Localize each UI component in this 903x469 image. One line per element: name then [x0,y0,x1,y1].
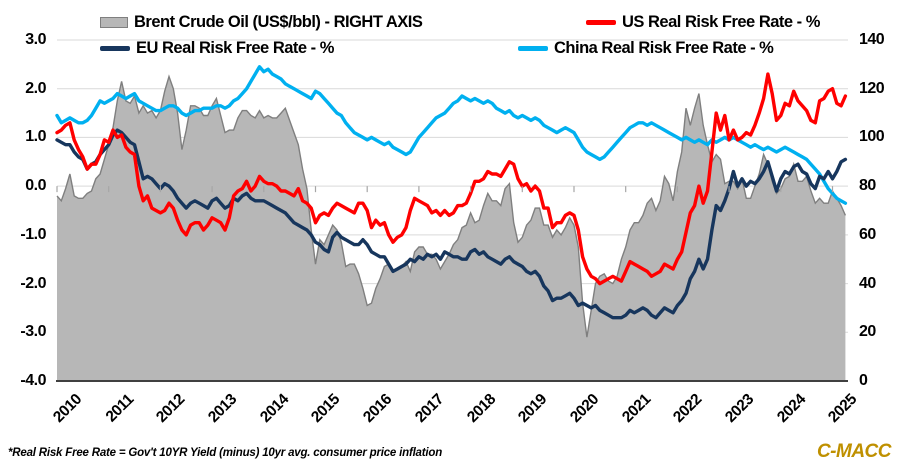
y-axis-right-label: 100 [859,128,885,146]
y-axis-left-label: -2.0 [20,274,46,292]
legend-label-eu: EU Real Risk Free Rate - % [136,39,334,57]
legend-entry-brent: Brent Crude Oil (US$/bbl) - RIGHT AXIS [100,13,423,31]
y-axis-right-label: 20 [859,323,876,341]
y-axis-left-label: 2.0 [25,79,46,97]
y-axis-left-label: 3.0 [25,31,46,48]
footnote: *Real Risk Free Rate = Gov't 10YR Yield … [8,447,443,459]
legend-label-china: China Real Risk Free Rate - % [554,39,774,57]
brand-logo: C-MACC [816,441,892,462]
y-axis-left-label: 0.0 [25,177,46,195]
y-axis-right-label: 60 [859,225,876,243]
legend-label-us: US Real Risk Free Rate - % [622,13,820,31]
y-axis-left-label: -3.0 [20,323,46,341]
y-axis-left-label: -1.0 [20,225,46,243]
y-axis-right-label: 0 [859,372,868,389]
y-axis-left-label: 1.0 [25,128,46,146]
us-line-swatch [586,19,616,25]
y-axis-right-label: 80 [859,177,876,195]
eu-line-swatch [100,45,130,51]
legend-entry-eu: EU Real Risk Free Rate - % [100,39,334,57]
y-axis-right-label: 140 [859,31,885,48]
brent-area-swatch [100,16,128,28]
y-axis-right-label: 120 [859,79,885,97]
y-axis-left-label: -4.0 [20,372,46,389]
china-line-swatch [518,45,548,51]
y-axis-right-label: 40 [859,274,876,292]
legend-entry-china: China Real Risk Free Rate - % [518,39,774,57]
legend-label-brent: Brent Crude Oil (US$/bbl) - RIGHT AXIS [134,13,423,31]
legend-entry-us: US Real Risk Free Rate - % [586,13,820,31]
